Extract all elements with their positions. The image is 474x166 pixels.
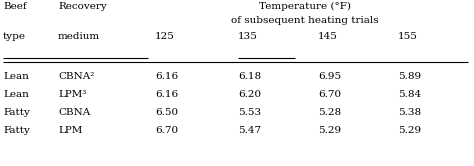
- Text: Temperature (°F): Temperature (°F): [259, 2, 351, 11]
- Text: 135: 135: [238, 32, 258, 41]
- Text: 145: 145: [318, 32, 338, 41]
- Text: 6.50: 6.50: [155, 108, 178, 117]
- Text: 5.47: 5.47: [238, 126, 261, 135]
- Text: Fatty: Fatty: [3, 108, 30, 117]
- Text: of subsequent heating trials: of subsequent heating trials: [231, 16, 379, 25]
- Text: 6.16: 6.16: [155, 90, 178, 99]
- Text: CBNA²: CBNA²: [58, 72, 94, 81]
- Text: 6.20: 6.20: [238, 90, 261, 99]
- Text: 125: 125: [155, 32, 175, 41]
- Text: 6.70: 6.70: [318, 90, 341, 99]
- Text: LPM: LPM: [58, 126, 82, 135]
- Text: 5.38: 5.38: [398, 108, 421, 117]
- Text: 5.29: 5.29: [398, 126, 421, 135]
- Text: Lean: Lean: [3, 72, 29, 81]
- Text: 6.18: 6.18: [238, 72, 261, 81]
- Text: 5.29: 5.29: [318, 126, 341, 135]
- Text: CBNA: CBNA: [58, 108, 90, 117]
- Text: 5.89: 5.89: [398, 72, 421, 81]
- Text: Beef: Beef: [3, 2, 27, 11]
- Text: Fatty: Fatty: [3, 126, 30, 135]
- Text: 5.53: 5.53: [238, 108, 261, 117]
- Text: LPM³: LPM³: [58, 90, 86, 99]
- Text: 6.95: 6.95: [318, 72, 341, 81]
- Text: 5.84: 5.84: [398, 90, 421, 99]
- Text: 5.28: 5.28: [318, 108, 341, 117]
- Text: medium: medium: [58, 32, 100, 41]
- Text: 6.16: 6.16: [155, 72, 178, 81]
- Text: Lean: Lean: [3, 90, 29, 99]
- Text: Recovery: Recovery: [58, 2, 107, 11]
- Text: 6.70: 6.70: [155, 126, 178, 135]
- Text: 155: 155: [398, 32, 418, 41]
- Text: type: type: [3, 32, 26, 41]
